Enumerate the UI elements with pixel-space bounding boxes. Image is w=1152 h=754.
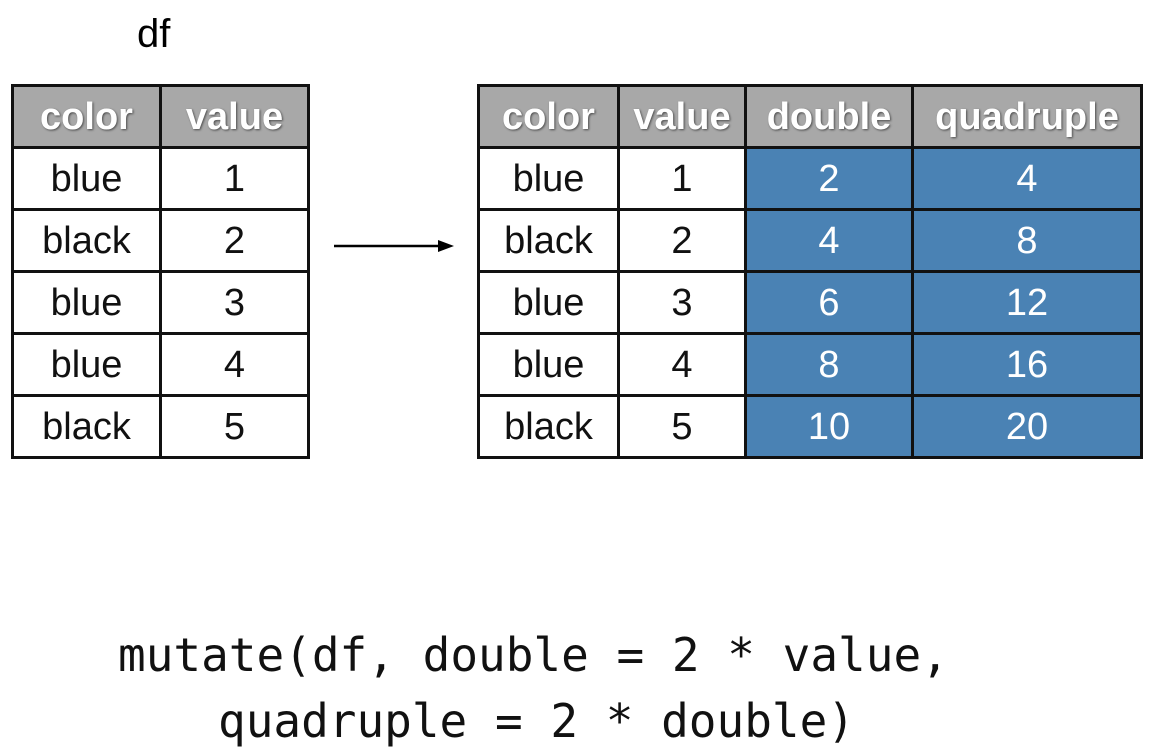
output-row: blue 3 6 12: [477, 270, 1143, 335]
input-table: color value blue 1 black 2 blue 3 blue 4…: [11, 84, 310, 459]
output-cell-double: 2: [744, 146, 914, 211]
code-line-1: mutate(df, double = 2 * value,: [118, 628, 949, 682]
output-cell-color: black: [477, 394, 620, 459]
output-cell-quadruple: 20: [911, 394, 1143, 459]
output-cell-color: black: [477, 208, 620, 273]
output-cell-quadruple: 8: [911, 208, 1143, 273]
output-cell-color: blue: [477, 146, 620, 211]
input-row: blue 4: [11, 332, 310, 397]
output-cell-double: 4: [744, 208, 914, 273]
output-header-color: color: [477, 84, 620, 149]
output-row: blue 1 2 4: [477, 146, 1143, 211]
output-cell-value: 5: [617, 394, 747, 459]
code-line-2: quadruple = 2 * double): [218, 694, 855, 748]
output-cell-quadruple: 12: [911, 270, 1143, 335]
output-header-double: double: [744, 84, 914, 149]
output-cell-value: 1: [617, 146, 747, 211]
input-cell-color: black: [11, 394, 162, 459]
input-cell-value: 1: [159, 146, 310, 211]
input-header-row: color value: [11, 84, 310, 149]
input-row: black 2: [11, 208, 310, 273]
output-cell-value: 3: [617, 270, 747, 335]
output-cell-color: blue: [477, 270, 620, 335]
input-cell-color: blue: [11, 146, 162, 211]
input-cell-value: 2: [159, 208, 310, 273]
input-cell-value: 5: [159, 394, 310, 459]
output-cell-color: blue: [477, 332, 620, 397]
input-row: black 5: [11, 394, 310, 459]
output-table: color value double quadruple blue 1 2 4 …: [477, 84, 1143, 459]
input-row: blue 3: [11, 270, 310, 335]
output-header-value: value: [617, 84, 747, 149]
transform-arrow-icon: [334, 240, 454, 252]
output-cell-value: 2: [617, 208, 747, 273]
input-cell-color: blue: [11, 332, 162, 397]
input-cell-value: 3: [159, 270, 310, 335]
output-cell-double: 6: [744, 270, 914, 335]
output-cell-quadruple: 4: [911, 146, 1143, 211]
output-row: blue 4 8 16: [477, 332, 1143, 397]
input-row: blue 1: [11, 146, 310, 211]
input-header-color: color: [11, 84, 162, 149]
dataframe-name-label: df: [137, 12, 171, 56]
input-cell-color: blue: [11, 270, 162, 335]
output-header-quadruple: quadruple: [911, 84, 1143, 149]
input-cell-color: black: [11, 208, 162, 273]
input-header-value: value: [159, 84, 310, 149]
output-cell-value: 4: [617, 332, 747, 397]
output-row: black 2 4 8: [477, 208, 1143, 273]
output-cell-quadruple: 16: [911, 332, 1143, 397]
input-cell-value: 4: [159, 332, 310, 397]
output-cell-double: 8: [744, 332, 914, 397]
output-cell-double: 10: [744, 394, 914, 459]
output-row: black 5 10 20: [477, 394, 1143, 459]
output-header-row: color value double quadruple: [477, 84, 1143, 149]
